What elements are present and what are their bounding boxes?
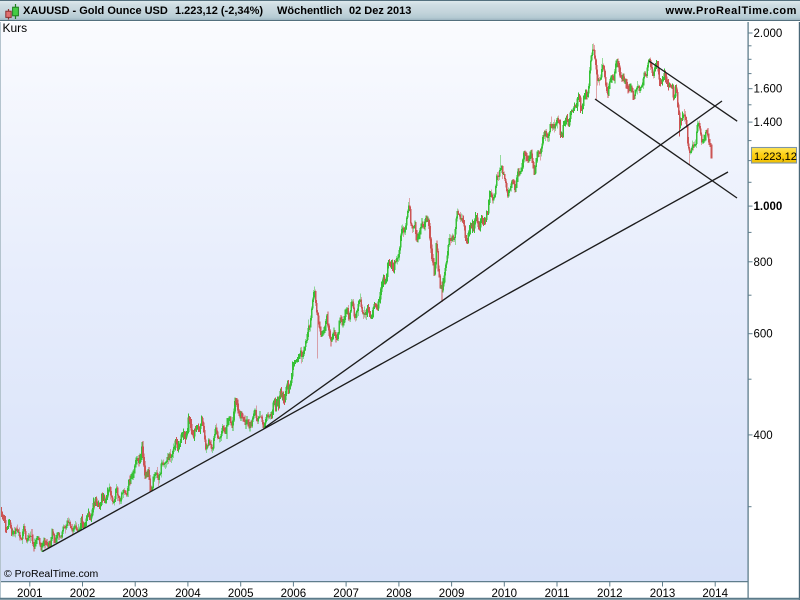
svg-text:2013: 2013 (650, 588, 676, 600)
svg-text:2008: 2008 (386, 588, 412, 600)
svg-text:1.000: 1.000 (754, 201, 783, 213)
svg-text:2.000: 2.000 (754, 28, 783, 40)
svg-text:2005: 2005 (228, 588, 254, 600)
svg-text:800: 800 (754, 257, 773, 269)
svg-text:2012: 2012 (597, 588, 623, 600)
svg-text:600: 600 (754, 329, 773, 341)
svg-text:2011: 2011 (545, 588, 570, 600)
svg-text:2006: 2006 (281, 588, 307, 600)
svg-text:400: 400 (754, 430, 773, 442)
svg-text:2001: 2001 (17, 588, 43, 600)
svg-text:© ProRealTime.com: © ProRealTime.com (4, 568, 99, 580)
svg-text:2002: 2002 (70, 588, 96, 600)
svg-text:2014: 2014 (702, 588, 728, 600)
svg-text:2007: 2007 (333, 588, 359, 600)
svg-text:2004: 2004 (175, 588, 201, 600)
svg-text:2009: 2009 (439, 588, 465, 600)
svg-text:1.400: 1.400 (754, 117, 783, 129)
svg-text:1.600: 1.600 (754, 84, 783, 96)
svg-text:1.223,12: 1.223,12 (754, 151, 797, 163)
svg-text:2010: 2010 (492, 588, 518, 600)
svg-text:2003: 2003 (122, 588, 148, 600)
svg-text:Kurs: Kurs (3, 21, 28, 35)
